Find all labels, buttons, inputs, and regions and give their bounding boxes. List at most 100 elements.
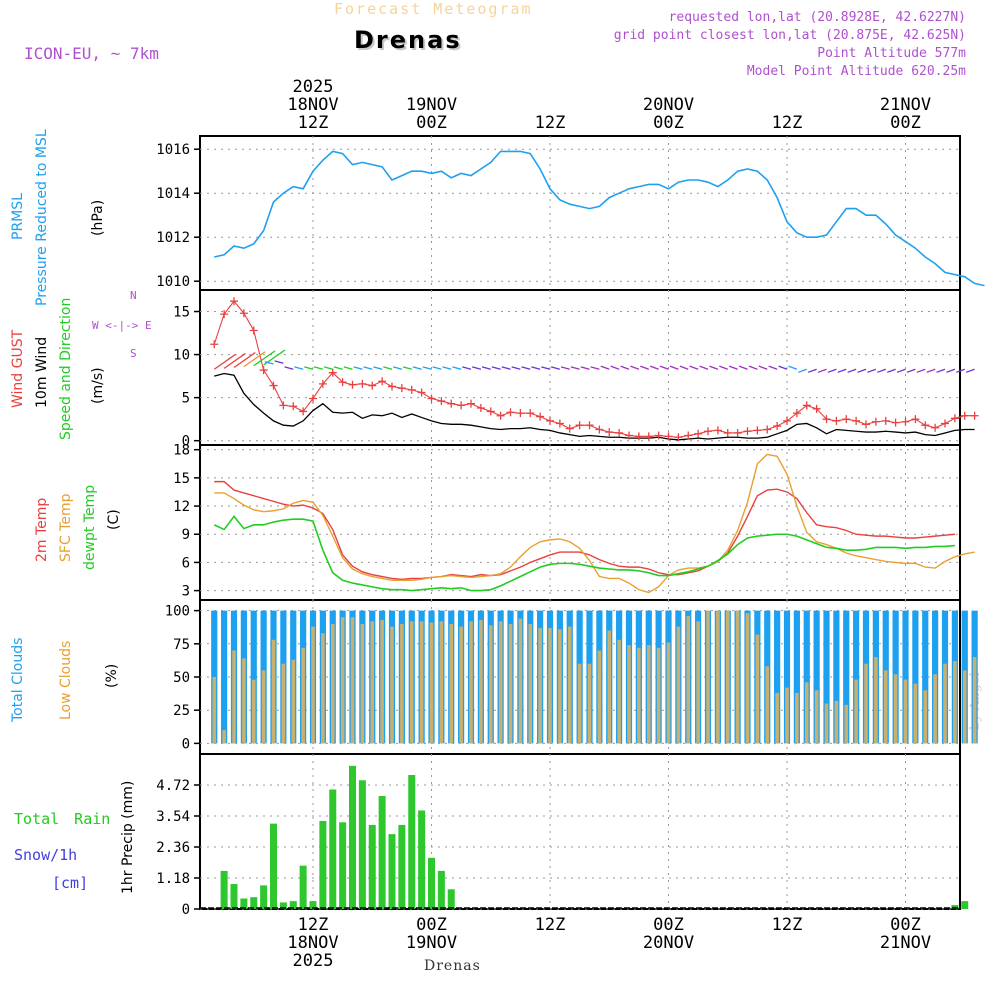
wind-arrow [253, 350, 276, 367]
gust-marker [931, 423, 940, 432]
gust-marker [921, 421, 930, 430]
gust-marker [684, 431, 693, 440]
low-cloud-bar [528, 623, 533, 744]
wind-arrow [936, 368, 946, 373]
bottom-date-label-1: 19NOV [406, 933, 457, 953]
wind-arrow [906, 368, 916, 373]
low-cloud-bar [222, 730, 226, 744]
gust-marker [891, 418, 900, 427]
ytick-label-1-2: 5 [182, 391, 190, 407]
total-cloud-bar [922, 610, 929, 744]
bottom-year-label: 2025 [293, 951, 334, 971]
total-cloud-bar [221, 610, 228, 744]
total-cloud-bar [803, 610, 810, 744]
precip-bar [289, 901, 297, 909]
bottom-date-label-5: 21NOV [880, 933, 931, 953]
low-cloud-bar [666, 642, 671, 744]
low-cloud-bar [508, 623, 513, 744]
wind-arrow [541, 366, 551, 370]
low-cloud-bar [301, 647, 305, 744]
gust-marker [555, 419, 564, 428]
wind-arrow [916, 368, 926, 373]
gust-marker [279, 401, 288, 410]
gust-marker [950, 414, 959, 423]
low-cloud-bar [933, 674, 937, 744]
gust-marker [546, 416, 554, 425]
bottom-hour-label-5: 00Z [890, 915, 921, 935]
low-cloud-bar [577, 663, 582, 744]
temp-dewpt-line [213, 515, 955, 592]
gust-marker [842, 415, 851, 424]
wind-10m-line [214, 372, 975, 441]
gust-marker [763, 425, 772, 434]
gridpoint-coords: grid point closest lon,lat (20.875E, 42.… [613, 28, 966, 43]
ytick-label-4-2: 2.36 [156, 840, 190, 856]
ytick-label-2-4: 6 [182, 555, 190, 571]
ytick-label-3-4: 0 [182, 736, 190, 752]
low-cloud-bar [656, 647, 661, 744]
wind-arrow [373, 366, 383, 370]
wind-arrow [452, 366, 462, 370]
bottom-hour-label-1: 00Z [416, 915, 447, 935]
bottom-location: Drenas [424, 958, 481, 974]
low-cloud-bar [469, 621, 473, 744]
low-cloud-bar [498, 621, 503, 744]
bottom-hour-label-2: 12Z [535, 915, 566, 935]
gust-marker [526, 409, 535, 418]
ytick-label-2-5: 3 [182, 584, 190, 600]
wind-arrow [867, 368, 877, 373]
low-cloud-bar [864, 663, 868, 744]
wind-arrow [827, 368, 837, 373]
wind-arrow [738, 365, 748, 370]
ytick-label-3-1: 75 [173, 637, 190, 653]
low-cloud-bar [943, 663, 947, 744]
precip-bar [398, 824, 406, 909]
low-cloud-bar [953, 661, 957, 744]
wind-arrow [314, 366, 324, 370]
bottom-date-label-3: 20NOV [643, 933, 694, 953]
gust-marker [476, 403, 485, 412]
precip-bar [447, 889, 455, 909]
low-cloud-bar [261, 670, 266, 744]
gust-marker [941, 419, 949, 428]
gust-marker [328, 368, 337, 377]
wind-arrow [620, 365, 630, 370]
wind-arrow [233, 352, 256, 369]
top-hour-label-5: 00Z [890, 113, 921, 133]
precip-bar [951, 905, 959, 909]
compass-south: S [130, 347, 137, 360]
wind-arrow [837, 368, 847, 373]
gust-marker [220, 310, 229, 319]
gust-marker [792, 409, 801, 418]
wind-arrow [472, 366, 482, 370]
total-cloud-bar [823, 610, 830, 744]
wind-arrow [274, 360, 284, 364]
wind-arrow [363, 366, 373, 370]
total-cloud-bar [853, 610, 860, 744]
low-cloud-bar [913, 683, 918, 744]
low-cloud-bar [725, 610, 730, 744]
gust-marker [704, 427, 712, 436]
gust-marker [299, 407, 308, 416]
gust-marker [585, 421, 594, 430]
precip-bar [240, 898, 248, 909]
gust-marker [970, 411, 979, 420]
low-cloud-bar [676, 626, 681, 744]
label-snow-unit: [cm] [52, 874, 89, 892]
wind-arrow [402, 366, 412, 370]
gust-marker [368, 381, 377, 390]
ytick-label-1-1: 10 [173, 348, 190, 364]
gust-marker [536, 412, 545, 421]
wind-arrow [481, 366, 491, 370]
ytick-label-1-3: 0 [182, 434, 190, 450]
gust-marker [802, 401, 811, 410]
gust-marker [911, 415, 920, 424]
temp-sfc-line [214, 453, 975, 594]
wind-arrow [531, 366, 541, 370]
wind-arrow [383, 366, 393, 370]
low-cloud-bar [380, 619, 384, 744]
ytick-label-2-1: 15 [173, 471, 190, 487]
low-cloud-bar [706, 610, 710, 744]
panel-frame-0 [199, 135, 961, 291]
wind-arrow [323, 366, 333, 370]
